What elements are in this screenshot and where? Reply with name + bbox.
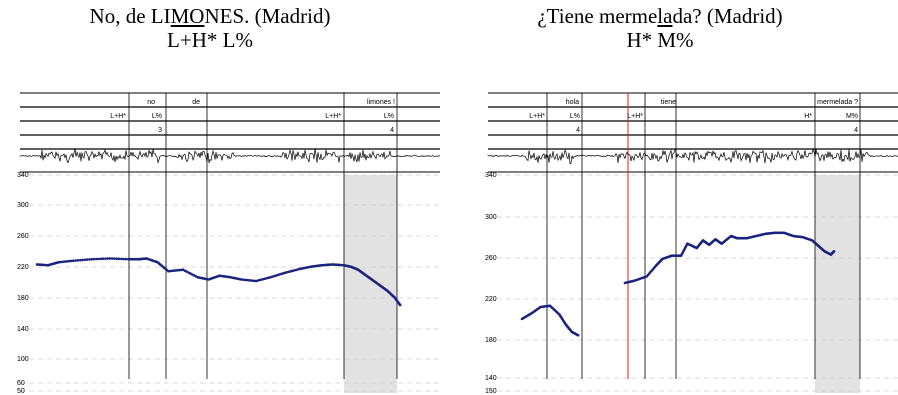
y-tick-label: 300	[17, 202, 29, 209]
tone-tier-label: L+H*	[529, 113, 545, 120]
pitch-point	[110, 257, 114, 260]
pitch-point	[832, 250, 836, 253]
break-tier-label: 4	[390, 127, 394, 134]
y-tick-label: 60	[17, 380, 25, 387]
word-tier-label: de	[192, 99, 200, 106]
break-tier-label: 3	[158, 127, 162, 134]
pitch-point	[120, 257, 123, 261]
word-tier-label: mermelada ?	[817, 99, 858, 106]
pitch-point	[99, 257, 103, 261]
pitch-point	[97, 257, 100, 261]
right-title-post: da? (Madrid)	[672, 4, 783, 28]
word-tier-label: hola	[566, 99, 579, 106]
y-tick-label: 300	[485, 214, 497, 221]
pitch-point	[108, 257, 112, 260]
pitch-point	[81, 258, 84, 262]
pitch-point	[74, 259, 78, 262]
waveform-trace	[487, 148, 898, 165]
pitch-point	[83, 258, 87, 262]
y-tick-label: 260	[485, 255, 497, 262]
pitch-point	[88, 258, 91, 261]
tone-tier-label: L%	[384, 113, 394, 120]
right-title-underlined: la	[657, 4, 673, 28]
pitch-point	[117, 257, 121, 261]
word-tier-label: limones !	[367, 99, 395, 106]
right-title-pre: ¿Tiene merme	[537, 4, 658, 28]
stressed-syllable-highlight	[815, 175, 860, 393]
pitch-point	[104, 257, 107, 260]
left-title-sentence: No, de LIMONES. (Madrid)	[90, 4, 331, 28]
tone-tier-label: L%	[152, 113, 162, 120]
right-panel-title: ¿Tiene mermelada? (Madrid) H* M%	[510, 4, 810, 52]
pitch-point	[576, 333, 580, 337]
waveform-trace	[19, 148, 441, 164]
y-tick-label: 180	[485, 337, 497, 344]
y-tick-label: 340	[17, 172, 29, 179]
right-title-tune: H* M%	[626, 28, 694, 52]
y-tick-label: 100	[17, 356, 29, 363]
tone-tier-label: L%	[570, 113, 580, 120]
pitch-point	[85, 258, 89, 261]
left-title-pre: No, de LI	[89, 4, 171, 28]
y-tick-label: 140	[17, 326, 29, 333]
pitch-point	[115, 257, 119, 261]
pitch-point	[79, 258, 82, 262]
left-title-post: NES. (Madrid)	[204, 4, 331, 28]
pitch-point	[90, 257, 94, 261]
pitch-point	[106, 257, 110, 260]
break-tier-label: 4	[576, 127, 580, 134]
pitch-point	[113, 257, 116, 260]
break-tier-label: 4	[854, 127, 858, 134]
pitch-point	[398, 303, 402, 307]
y-tick-label: 220	[17, 264, 29, 271]
pitch-point	[92, 257, 96, 261]
tone-tier-label: L+H*	[325, 113, 341, 120]
pitch-point	[101, 257, 105, 261]
tone-tier-label: L+H*	[627, 113, 643, 120]
pitch-point	[76, 259, 80, 262]
pitch-point	[72, 259, 75, 262]
y-tick-label: 260	[17, 233, 29, 240]
word-tier-label: no	[147, 99, 155, 106]
y-tick-label: 220	[485, 296, 497, 303]
y-tick-label: 140	[485, 375, 497, 382]
pitch-point	[122, 257, 125, 261]
y-tick-label: 50	[17, 388, 25, 395]
stressed-syllable-highlight	[344, 175, 397, 393]
left-title-underlined: MO	[170, 4, 205, 28]
tone-tier-label: M%	[846, 113, 858, 120]
y-tick-label: 180	[17, 295, 29, 302]
pitch-point	[95, 257, 98, 261]
pitch-point	[124, 257, 128, 261]
word-tier-label: tiene	[661, 99, 676, 106]
left-panel-title: No, de LIMONES. (Madrid) L+H* L%	[60, 4, 360, 52]
tone-tier-label: H*	[804, 113, 812, 120]
left-title-tune: L+H* L%	[167, 28, 253, 52]
tone-tier-label: L+H*	[110, 113, 126, 120]
y-tick-label: 150	[485, 388, 497, 395]
y-tick-label: 340	[485, 172, 497, 179]
right-title-sentence: ¿Tiene mermelada? (Madrid)	[537, 4, 782, 28]
